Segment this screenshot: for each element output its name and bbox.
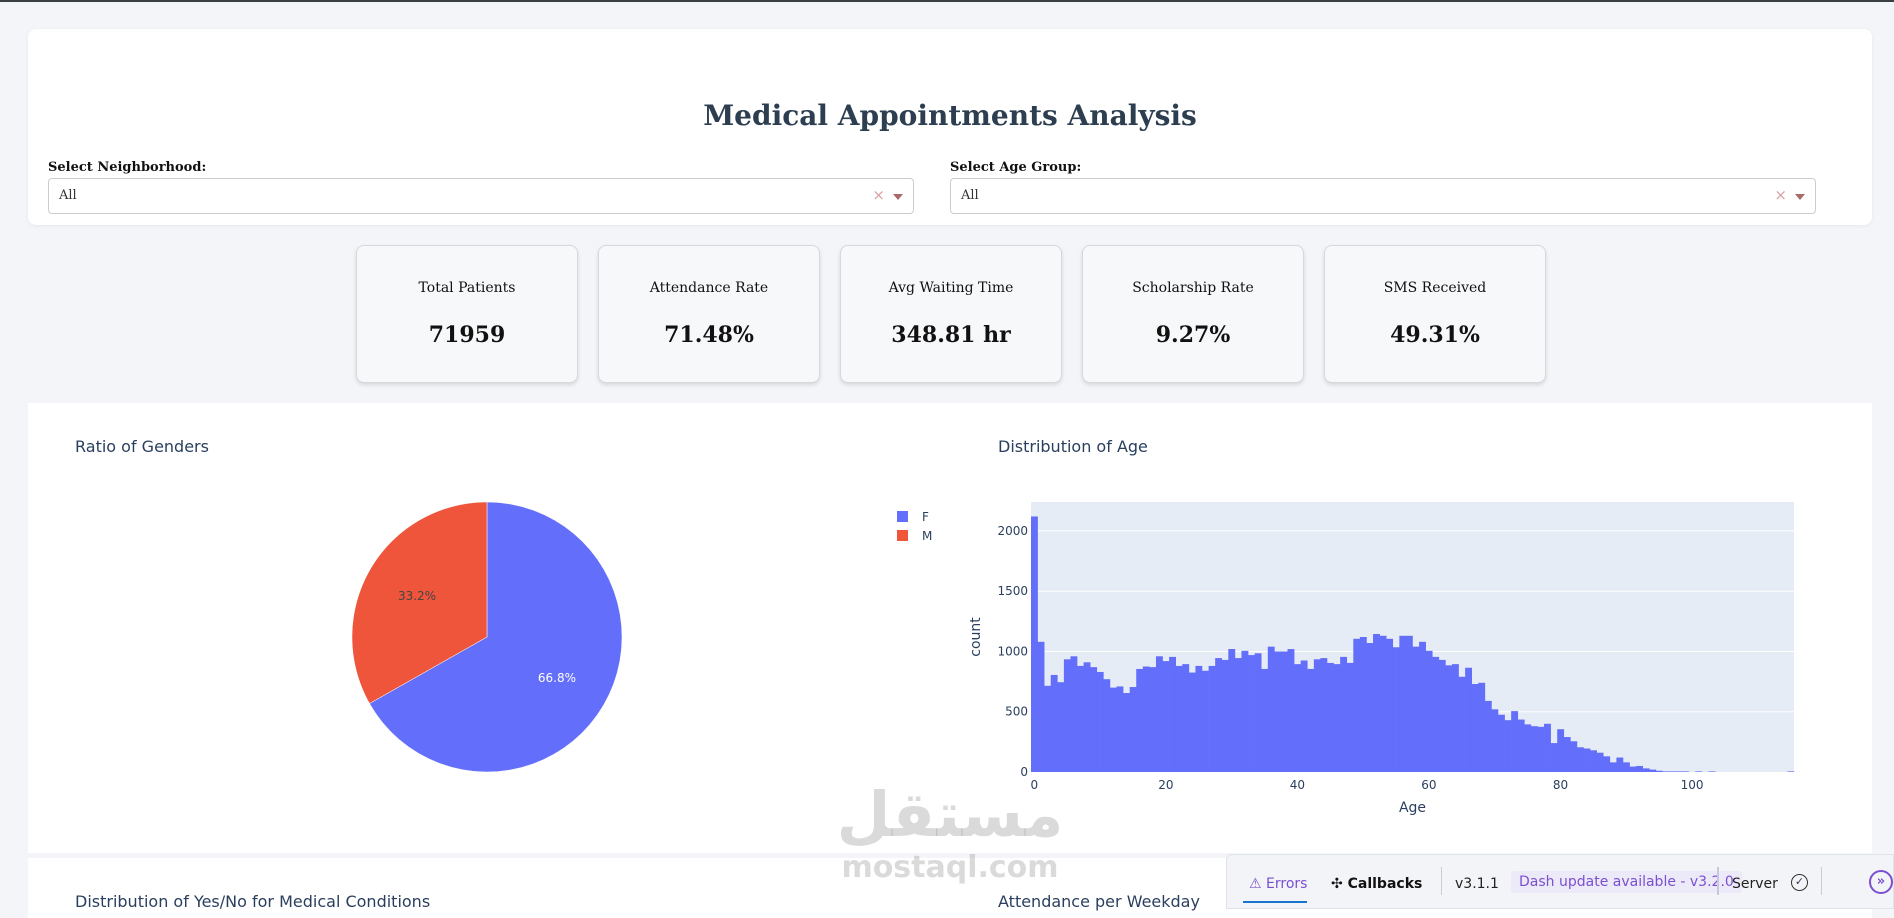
weekday-chart-title: Attendance per Weekday xyxy=(998,892,1200,911)
kpi-title: Total Patients xyxy=(418,280,516,296)
divider xyxy=(1441,867,1442,895)
kpi-value: 71.48% xyxy=(664,322,754,348)
age-chart-title: Distribution of Age xyxy=(998,437,1148,456)
page-title: Medical Appointments Analysis xyxy=(703,99,1197,132)
clear-icon[interactable]: × xyxy=(1774,186,1787,204)
kpi-total-patients: Total Patients 71959 xyxy=(356,245,578,383)
kpi-value: 9.27% xyxy=(1155,322,1231,348)
top-border xyxy=(0,0,1894,2)
server-label: Server xyxy=(1732,876,1778,892)
active-tab-indicator xyxy=(1243,901,1307,903)
neighborhood-value: All xyxy=(59,188,77,203)
age-group-value: All xyxy=(961,188,979,203)
clear-icon[interactable]: × xyxy=(872,186,885,204)
neighborhood-dropdown[interactable]: All × xyxy=(48,178,914,214)
neighborhood-label: Select Neighborhood: xyxy=(48,160,207,175)
server-ok-icon: ✓ xyxy=(1791,874,1808,891)
kpi-value: 49.31% xyxy=(1390,322,1480,348)
callbacks-tab[interactable]: ✣ Callbacks xyxy=(1331,876,1423,892)
watermark-logo: مستقل mostaql.com xyxy=(836,778,1064,886)
version-label: v3.1.1 xyxy=(1455,876,1499,892)
medical-conditions-chart-title: Distribution of Yes/No for Medical Condi… xyxy=(75,892,431,911)
dash-debug-bar: ⚠ Errors ✣ Callbacks v3.1.1 Dash update … xyxy=(1226,854,1894,909)
kpi-avg-waiting-time: Avg Waiting Time 348.81 hr xyxy=(840,245,1062,383)
divider xyxy=(1717,867,1719,895)
kpi-title: Scholarship Rate xyxy=(1132,280,1254,296)
expand-icon[interactable]: » xyxy=(1869,870,1893,894)
age-group-label: Select Age Group: xyxy=(950,160,1082,175)
kpi-title: SMS Received xyxy=(1383,280,1487,296)
kpi-title: Attendance Rate xyxy=(649,280,769,296)
errors-tab[interactable]: ⚠ Errors xyxy=(1249,876,1308,892)
kpi-value: 348.81 hr xyxy=(891,322,1011,348)
kpi-value: 71959 xyxy=(428,322,506,348)
chevron-down-icon[interactable] xyxy=(893,194,903,200)
kpi-attendance-rate: Attendance Rate 71.48% xyxy=(598,245,820,383)
header-card: Medical Appointments Analysis Select Nei… xyxy=(28,29,1872,225)
kpi-scholarship-rate: Scholarship Rate 9.27% xyxy=(1082,245,1304,383)
age-group-dropdown[interactable]: All × xyxy=(950,178,1816,214)
kpi-sms-received: SMS Received 49.31% xyxy=(1324,245,1546,383)
divider xyxy=(1821,867,1822,895)
gender-chart-title: Ratio of Genders xyxy=(75,437,209,456)
chevron-down-icon[interactable] xyxy=(1795,194,1805,200)
kpi-title: Avg Waiting Time xyxy=(888,280,1014,296)
update-badge[interactable]: Dash update available - v3.2.0 xyxy=(1511,871,1742,893)
